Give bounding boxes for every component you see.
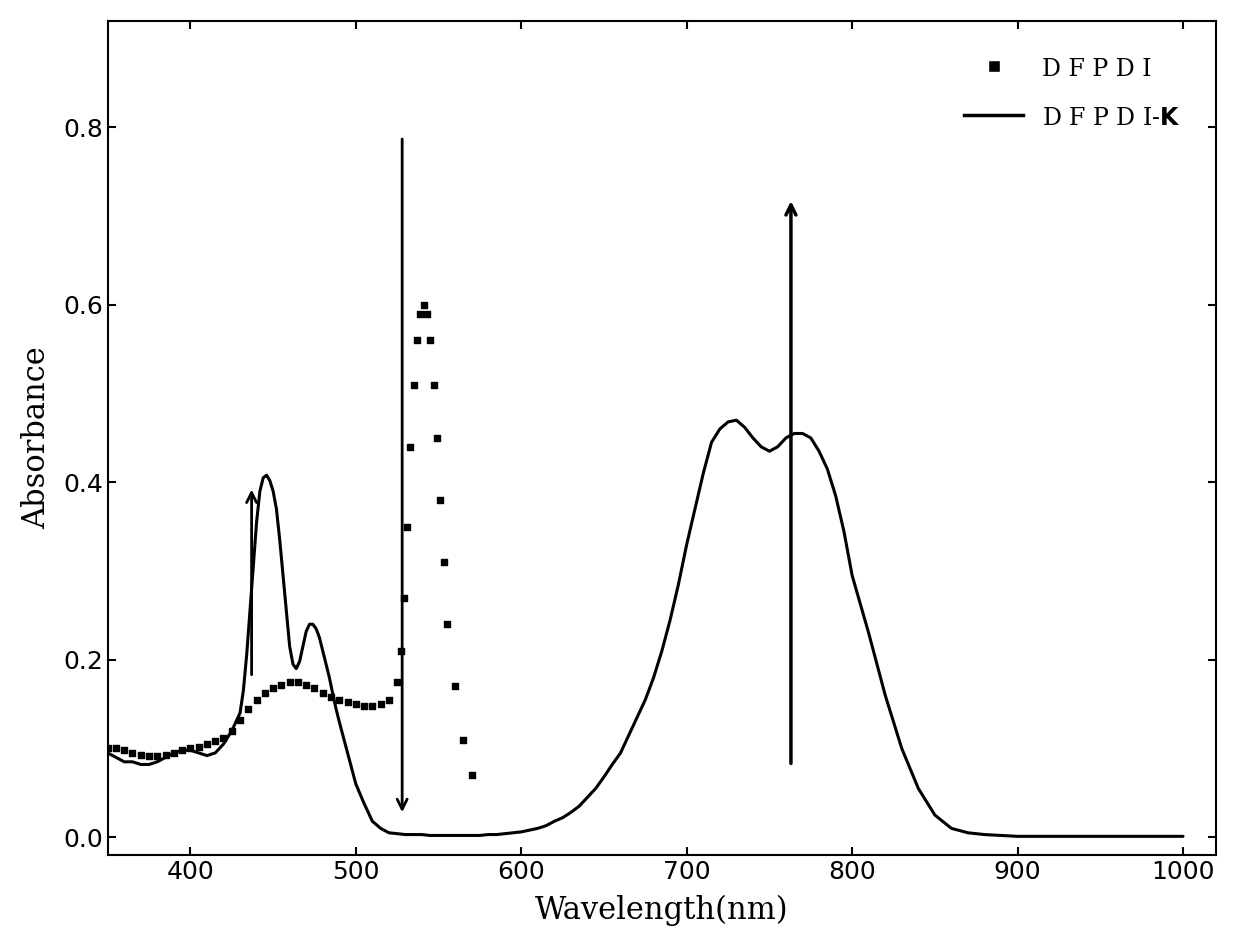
Point xyxy=(255,686,275,701)
Point xyxy=(454,732,474,747)
Point xyxy=(337,695,357,710)
Point xyxy=(397,519,417,534)
Point xyxy=(424,377,444,392)
Point xyxy=(213,730,233,745)
Point xyxy=(420,332,440,348)
Point xyxy=(355,698,374,713)
Point xyxy=(330,692,350,707)
Point xyxy=(434,555,454,570)
Point xyxy=(379,692,399,707)
Point xyxy=(296,677,316,692)
Point xyxy=(280,674,300,689)
Point xyxy=(404,377,424,392)
Point xyxy=(417,306,436,321)
Point xyxy=(371,697,391,712)
Point xyxy=(362,698,382,713)
Point xyxy=(427,430,446,445)
Point xyxy=(394,590,414,605)
Point xyxy=(197,737,217,752)
Point xyxy=(238,701,258,716)
Point xyxy=(401,439,420,455)
Point xyxy=(181,741,201,756)
Point xyxy=(387,674,407,689)
Legend: D F P D I, D F P D I-$\mathbf{K}$: D F P D I, D F P D I-$\mathbf{K}$ xyxy=(941,32,1204,153)
Point xyxy=(410,306,430,321)
Point xyxy=(346,697,366,712)
Point xyxy=(172,742,192,758)
Point xyxy=(188,740,208,755)
Point xyxy=(263,681,283,696)
X-axis label: Wavelength(nm): Wavelength(nm) xyxy=(536,895,789,926)
Point xyxy=(139,748,159,763)
Point xyxy=(247,692,267,707)
Point xyxy=(414,297,434,313)
Point xyxy=(391,643,410,658)
Point xyxy=(164,745,184,760)
Point xyxy=(222,724,242,739)
Point xyxy=(461,767,481,782)
Point xyxy=(107,741,126,756)
Point xyxy=(123,745,143,760)
Point xyxy=(131,747,151,762)
Point xyxy=(148,748,167,763)
Point xyxy=(312,685,332,700)
Point xyxy=(305,681,325,696)
Point xyxy=(206,734,226,749)
Y-axis label: Absorbance: Absorbance xyxy=(21,347,52,529)
Point xyxy=(407,332,427,348)
Point xyxy=(430,492,450,508)
Point xyxy=(156,747,176,762)
Point xyxy=(288,674,308,689)
Point xyxy=(98,741,118,756)
Point xyxy=(321,689,341,705)
Point xyxy=(114,742,134,758)
Point xyxy=(231,712,250,727)
Point xyxy=(445,679,465,694)
Point xyxy=(436,616,456,632)
Point xyxy=(272,677,291,692)
